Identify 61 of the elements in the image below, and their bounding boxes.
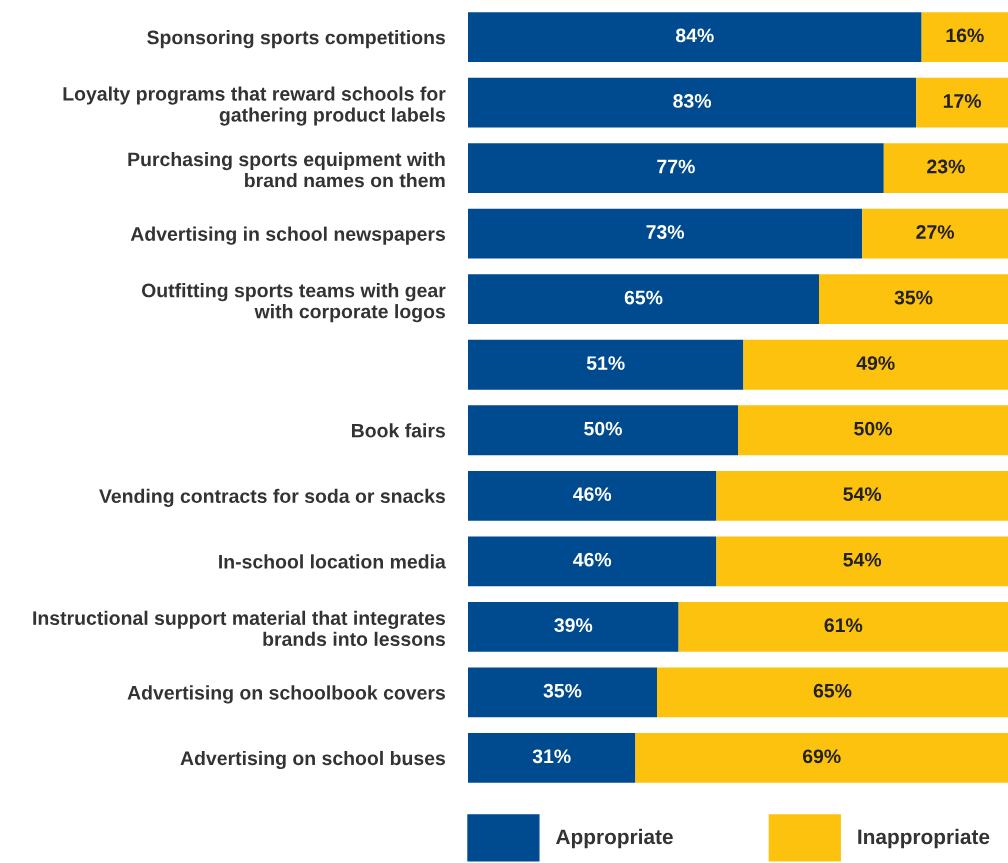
bar: [743, 339, 1008, 390]
y-tick-label: Advertising on school buses: [180, 750, 445, 770]
y-tick-label: Outfitting sports teams with gear with corporate logos: [141, 283, 446, 323]
y-tick-label: Purchasing sports equipment with brand names on them: [128, 151, 445, 188]
bar: [862, 208, 1008, 259]
bar: [468, 339, 744, 390]
data-label: 84%: [675, 28, 714, 43]
bar: [468, 274, 819, 325]
bar: [716, 536, 1008, 587]
data-label: 50%: [854, 421, 892, 436]
bar: [819, 274, 1008, 325]
y-tick-label: Vending contracts for soda or snacks: [99, 488, 446, 507]
data-label: 16%: [946, 28, 984, 43]
data-label: 46%: [573, 552, 612, 567]
y-tick-label: Book fairs: [352, 423, 445, 438]
bar: [678, 601, 1008, 652]
data-label: 23%: [927, 159, 965, 174]
y-tick-label: Advertising in school newspapers: [130, 226, 445, 245]
data-label: 46%: [573, 487, 612, 502]
data-label: 69%: [802, 749, 841, 764]
bar: [635, 733, 1008, 783]
bar: [716, 470, 1008, 521]
bar: [657, 667, 1008, 718]
bar: [916, 77, 1008, 128]
bar: [468, 405, 738, 456]
data-label: 54%: [843, 552, 882, 567]
data-label: 65%: [813, 683, 852, 698]
data-label: 50%: [584, 421, 622, 436]
bar: [468, 208, 863, 259]
bar: [468, 143, 884, 194]
data-label: 31%: [532, 749, 571, 764]
data-label: 83%: [673, 94, 712, 108]
data-label: 54%: [843, 487, 882, 502]
data-label: 51%: [586, 356, 625, 370]
y-tick-label: Instructional support material that integrates brands into lessons: [33, 610, 446, 647]
data-label: 73%: [646, 225, 685, 239]
bar: [468, 733, 636, 783]
data-label: 65%: [624, 290, 663, 305]
bar: [468, 667, 657, 718]
data-label: 35%: [894, 290, 933, 305]
y-tick-label: In-school location media: [219, 554, 446, 569]
data-label: 27%: [916, 225, 955, 239]
bar: [921, 12, 1008, 62]
data-label: 49%: [856, 356, 895, 370]
data-label: 61%: [824, 618, 863, 633]
bar: [738, 405, 1008, 456]
data-label: 35%: [543, 683, 582, 698]
bar: [883, 143, 1008, 194]
legend-label: Inappropriate: [858, 828, 990, 849]
bar: [468, 12, 922, 62]
data-label: 17%: [943, 94, 982, 108]
bar: [468, 536, 717, 587]
bar: [468, 470, 717, 521]
y-tick-label: Sponsoring sports competitions: [147, 30, 445, 49]
data-label: 39%: [554, 618, 593, 633]
legend-label: Appropriate: [556, 828, 673, 849]
y-tick-label: Advertising on schoolbook covers: [127, 685, 446, 704]
y-tick-label: Loyalty programs that reward schools for gathering product labels: [63, 86, 446, 126]
data-label: 77%: [657, 159, 695, 174]
bar: [468, 601, 679, 652]
bar: [468, 77, 917, 128]
